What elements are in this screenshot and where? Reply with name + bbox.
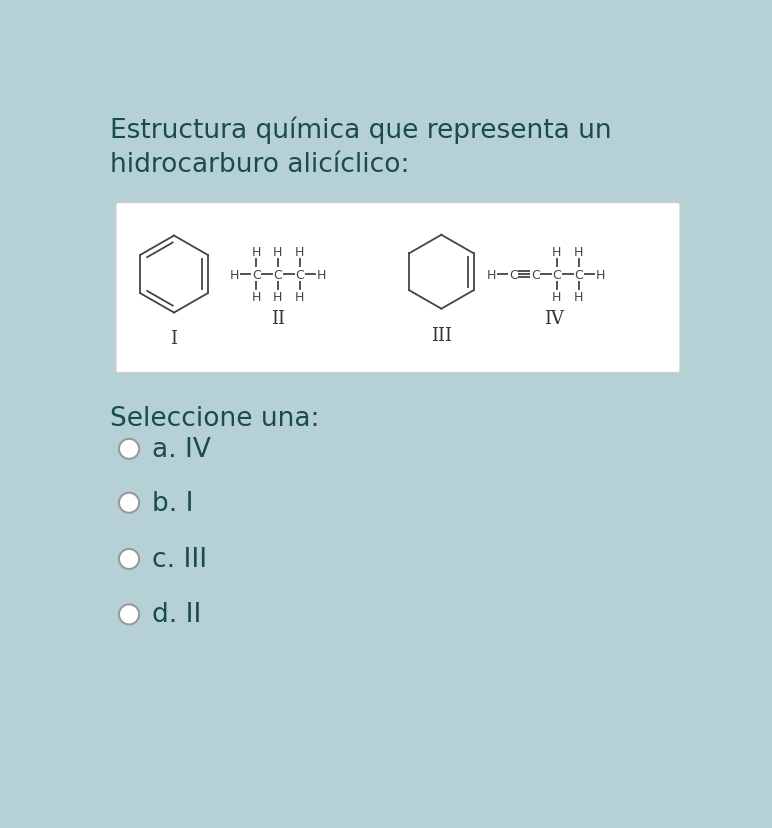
Text: H: H — [273, 246, 283, 258]
Text: b. I: b. I — [152, 490, 194, 516]
FancyBboxPatch shape — [116, 203, 680, 373]
Text: d. II: d. II — [152, 602, 201, 628]
Text: H: H — [317, 268, 326, 282]
Text: c. III: c. III — [152, 546, 208, 572]
Text: H: H — [574, 246, 583, 258]
Text: C: C — [509, 268, 518, 282]
Text: C: C — [531, 268, 540, 282]
Text: H: H — [252, 291, 261, 304]
Text: H: H — [295, 291, 304, 304]
Text: a. IV: a. IV — [152, 436, 212, 462]
Text: hidrocarburo alicíclico:: hidrocarburo alicíclico: — [110, 152, 410, 178]
Text: II: II — [271, 310, 285, 327]
Text: H: H — [552, 246, 561, 258]
Text: H: H — [273, 291, 283, 304]
Text: Estructura química que representa un: Estructura química que representa un — [110, 116, 612, 144]
Text: H: H — [487, 268, 496, 282]
Text: IV: IV — [543, 310, 564, 327]
Text: C: C — [273, 268, 283, 282]
Text: C: C — [553, 268, 561, 282]
Circle shape — [119, 549, 139, 570]
Text: III: III — [431, 326, 452, 344]
Text: H: H — [552, 291, 561, 304]
Circle shape — [119, 604, 139, 624]
Text: C: C — [252, 268, 260, 282]
Text: H: H — [252, 246, 261, 258]
Text: Seleccione una:: Seleccione una: — [110, 406, 320, 431]
Text: H: H — [295, 246, 304, 258]
Circle shape — [119, 440, 139, 460]
Text: H: H — [574, 291, 583, 304]
Text: H: H — [595, 268, 605, 282]
Circle shape — [119, 493, 139, 513]
Text: C: C — [295, 268, 304, 282]
Text: I: I — [171, 330, 178, 348]
Text: C: C — [574, 268, 583, 282]
Text: H: H — [230, 268, 239, 282]
